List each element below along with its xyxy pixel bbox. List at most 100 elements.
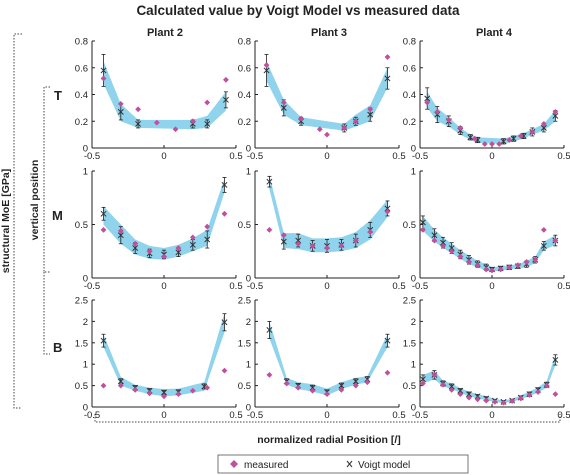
measured-point [535,389,541,395]
measured-point [309,387,316,394]
y-tick-label: 0.8 [238,37,251,48]
y-tick-label: 0 [411,403,416,414]
y-tick-label: 1.5 [403,338,416,349]
measured-point [471,135,478,142]
measured-point [117,100,124,107]
y-tick-label: 0.5 [238,220,251,231]
measured-point [280,232,287,239]
voigt-point [510,135,517,142]
x-tick-label: 0.5 [392,151,405,162]
y-tick-label: 0.5 [403,381,416,392]
y-tick-label: 2.5 [238,296,251,307]
voigt-point [338,382,345,389]
measured-point [448,248,455,255]
voigt-point [100,67,107,74]
legend-box [217,454,469,474]
measured-point [431,237,438,244]
measured-point [161,253,167,260]
y-tick-label: 2 [246,317,251,328]
x-axis-label: normalized radial Position [/] [257,434,401,446]
x-tick-label: 0.5 [229,410,242,421]
panel-plant-2-t: 00.20.40.60.8-0.5 0 0.5 [75,37,243,163]
y-tick-label: 0.2 [75,117,88,128]
x-tick-label: 0 [324,410,329,421]
measured-point [466,259,472,265]
x-tick-label: 0 [324,151,329,162]
measured-point [540,121,547,127]
y-tick-label: 0.4 [75,90,88,101]
measured-point [517,133,524,139]
x-tick-label: 0.5 [392,410,405,421]
y-tick-label: 2.5 [75,296,88,307]
measured-point [298,115,304,122]
x-tick-label: -0.5 [412,410,428,421]
y-axis-label: structural MoE [GPa] [0,169,12,273]
voigt-point [280,238,287,245]
inner-left-bracket-top [43,86,50,273]
measured-point [352,382,359,389]
measured-point [431,372,438,378]
voigt-point [280,104,287,111]
measured-point [474,262,481,269]
measured-point [483,397,490,404]
x-tick-label: 0 [161,410,166,421]
row-label-middle: M [52,208,63,223]
y-tick-label: 0 [246,403,251,414]
measured-point [434,108,441,115]
y-tick-label: 0.8 [403,37,416,48]
panel-plant-4-b: 00.511.522.5-0.5 0 0.5 [403,296,570,422]
measured-point [189,234,196,241]
measured-point [117,228,124,234]
measured-point [324,391,330,398]
voigt-point [266,327,273,333]
measured-point [496,141,503,147]
voigt-point [419,376,426,383]
y-tick-label: 0.8 [75,37,88,48]
panel-plant-3-m: 00.51-0.5 0 0.5 [238,167,406,293]
x-tick-label: 0.5 [392,281,405,292]
voigt-point [221,181,228,188]
x-tick-label: -0.5 [247,151,263,162]
panel-grid: 00.20.40.60.8-0.5 0 0.500.20.40.60.8-0.5 0 0… [75,37,570,422]
panel-plant-2-m: 00.51-0.5 0 0.5 [75,167,243,293]
measured-point [543,382,550,389]
y-tick-label: 0.4 [238,90,251,101]
panel-plant-4-m: 00.51-0.5 0 0.5 [403,167,570,293]
voigt-point [552,112,559,119]
measured-point [457,391,464,398]
voigt-point [135,120,142,127]
measured-point [457,125,464,131]
measured-point [100,382,107,389]
voigt-band [427,91,556,144]
measured-point [316,126,323,133]
voigt-point [175,249,182,256]
measured-point [204,223,211,230]
measured-point [223,76,229,83]
y-tick-label: 0.5 [403,220,416,231]
measured-point [280,99,287,106]
voigt-band [266,61,388,131]
measured-point [309,243,316,249]
measured-point [532,256,539,263]
y-tick-label: 0 [83,403,88,414]
column-title-plant-3: Plant 3 [311,27,347,39]
y-tick-label: 0.5 [75,381,88,392]
measured-point [523,259,530,265]
inner-left-bracket-bottom [43,272,50,355]
measured-point [515,262,521,269]
voigt-band [103,61,226,130]
y-tick-label: 1 [246,167,251,178]
y-tick-label: 0 [83,144,88,155]
x-tick-label: -0.5 [412,151,428,162]
y-tick-label: 0.6 [403,63,416,74]
voigt-point [117,108,124,115]
voigt-point [457,387,464,394]
y-tick-label: 1 [246,360,251,371]
measured-point [204,384,211,391]
measured-point [491,398,498,405]
measured-point [263,62,270,68]
measured-point [457,253,464,260]
measured-point [540,226,547,233]
x-tick-label: 0 [161,281,166,292]
